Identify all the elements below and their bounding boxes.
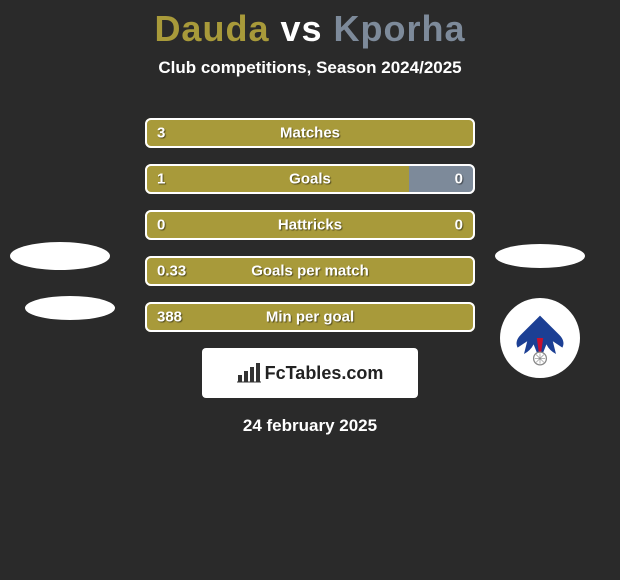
- subtitle: Club competitions, Season 2024/2025: [0, 58, 620, 78]
- stat-row-hattricks: Hattricks0 0: [145, 210, 475, 240]
- stat-row-matches: Matches3: [145, 118, 475, 148]
- eagle-icon: [508, 306, 572, 370]
- club-crest: [500, 298, 580, 378]
- stat-value-left: 0.33: [157, 263, 186, 280]
- stat-value-left: 388: [157, 309, 182, 326]
- stats-area: Matches3Goals10Hattricks00Goals per matc…: [0, 118, 620, 436]
- stat-value-right: 0: [455, 171, 463, 188]
- title-left-player: Dauda: [154, 8, 269, 49]
- left-placeholder-oval-2: [25, 296, 115, 320]
- stat-label: Hattricks: [145, 217, 475, 234]
- stat-label: Goals: [145, 171, 475, 188]
- date: 24 february 2025: [0, 416, 620, 436]
- left-placeholder-oval-1: [10, 242, 110, 270]
- title-vs: vs: [280, 8, 322, 49]
- stat-label: Matches: [145, 125, 475, 142]
- stat-label: Min per goal: [145, 309, 475, 326]
- stat-row-goals-per-match: Goals per match0.33: [145, 256, 475, 286]
- fctables-logo[interactable]: FcTables.com: [202, 348, 418, 398]
- stat-value-left: 0: [157, 217, 165, 234]
- stat-label: Goals per match: [145, 263, 475, 280]
- stat-value-left: 1: [157, 171, 165, 188]
- title-right-player: Kporha: [334, 8, 466, 49]
- stat-row-min-per-goal: Min per goal388: [145, 302, 475, 332]
- page-title: Dauda vs Kporha: [0, 0, 620, 50]
- stat-row-goals: Goals1 0: [145, 164, 475, 194]
- stat-value-right: 0: [455, 217, 463, 234]
- stat-value-left: 3: [157, 125, 165, 142]
- fctables-logo-text: FcTables.com: [265, 363, 384, 384]
- bar-chart-icon: [237, 363, 261, 383]
- right-placeholder-oval-1: [495, 244, 585, 268]
